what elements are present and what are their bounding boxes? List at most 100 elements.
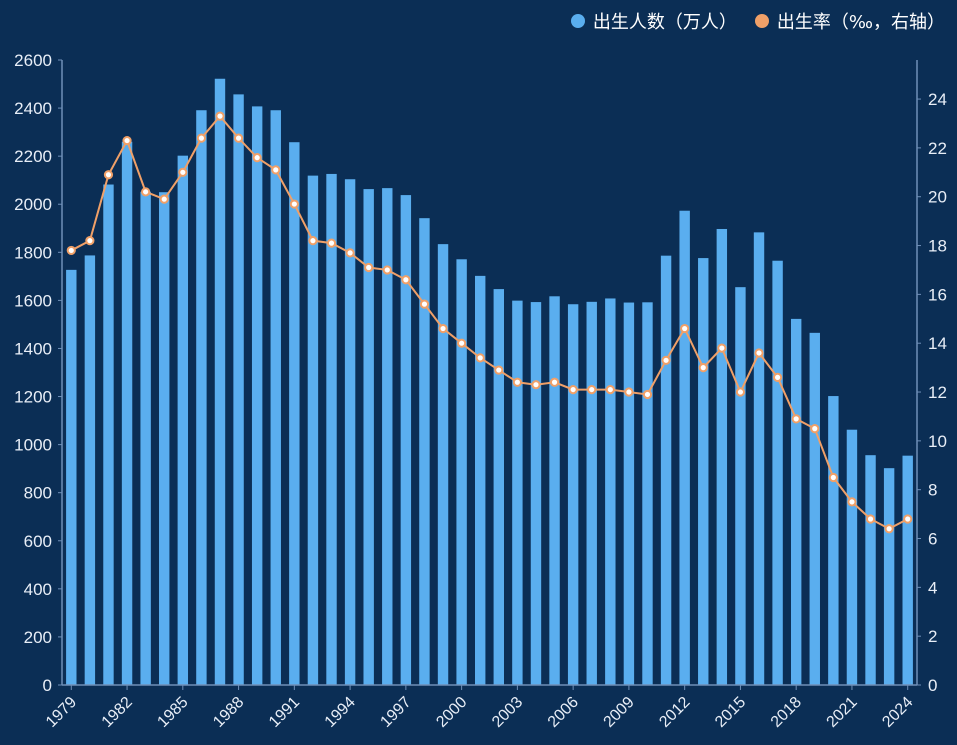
rate-point-2021[interactable]	[847, 497, 857, 507]
rate-point-2002[interactable]	[494, 365, 504, 375]
rate-point-2010[interactable]	[642, 389, 653, 400]
bar-2022[interactable]	[865, 455, 876, 685]
rate-point-2001[interactable]	[475, 353, 485, 363]
rate-point-2008[interactable]	[605, 384, 615, 395]
rate-point-2024[interactable]	[903, 514, 913, 524]
bar-1983[interactable]	[140, 191, 151, 686]
bar-2003[interactable]	[512, 300, 523, 686]
bar-2024[interactable]	[902, 455, 913, 685]
rate-point-2016[interactable]	[754, 348, 764, 358]
rate-point-2014[interactable]	[717, 343, 727, 353]
rate-point-2017[interactable]	[773, 372, 783, 382]
rate-point-2019[interactable]	[810, 424, 820, 434]
left-tick-label: 1600	[14, 291, 52, 310]
rate-point-2000[interactable]	[457, 338, 467, 348]
bar-2005[interactable]	[549, 296, 560, 685]
rate-point-1980[interactable]	[85, 236, 95, 246]
rate-point-2020[interactable]	[828, 472, 838, 483]
rate-point-1986[interactable]	[196, 133, 206, 143]
left-tick-label: 2400	[14, 99, 52, 118]
bar-1999[interactable]	[437, 244, 449, 685]
bar-1986[interactable]	[196, 110, 207, 686]
rate-point-2007[interactable]	[587, 384, 597, 395]
rate-point-1982[interactable]	[122, 135, 132, 146]
bar-2008[interactable]	[605, 298, 616, 685]
bar-2007[interactable]	[586, 301, 597, 685]
bar-1984[interactable]	[159, 192, 170, 685]
bar-1985[interactable]	[177, 155, 189, 686]
rate-point-1991[interactable]	[289, 199, 299, 209]
rate-point-2004[interactable]	[531, 380, 541, 390]
bar-1980[interactable]	[84, 255, 96, 685]
left-tick-label: 1400	[14, 339, 52, 358]
bar-1997[interactable]	[400, 195, 412, 685]
bar-1981[interactable]	[103, 184, 114, 685]
bar-2020[interactable]	[828, 396, 839, 685]
rate-point-1981[interactable]	[103, 170, 114, 180]
rate-point-2023[interactable]	[884, 524, 894, 534]
bar-2019[interactable]	[809, 332, 820, 685]
rate-point-1989[interactable]	[252, 153, 262, 163]
bar-1989[interactable]	[251, 106, 263, 685]
rate-point-2013[interactable]	[698, 363, 708, 373]
bar-1987[interactable]	[214, 78, 226, 685]
rate-point-1997[interactable]	[401, 275, 411, 285]
rate-point-2006[interactable]	[568, 384, 578, 395]
rate-point-2009[interactable]	[624, 387, 634, 397]
bar-2015[interactable]	[735, 287, 746, 685]
bar-1993[interactable]	[326, 173, 337, 685]
bar-1990[interactable]	[270, 110, 281, 686]
bar-2000[interactable]	[456, 259, 467, 685]
bar-2002[interactable]	[493, 289, 504, 685]
bar-2017[interactable]	[772, 260, 783, 685]
rate-point-2005[interactable]	[549, 377, 560, 387]
rate-point-2015[interactable]	[735, 387, 746, 397]
bar-2018[interactable]	[790, 318, 802, 685]
rate-point-1990[interactable]	[271, 165, 281, 175]
bar-2004[interactable]	[530, 302, 542, 685]
birth-rate-line	[70, 114, 909, 530]
bar-1995[interactable]	[363, 189, 374, 685]
rate-point-1979[interactable]	[66, 245, 76, 256]
bar-1992[interactable]	[307, 175, 319, 685]
rate-point-2011[interactable]	[661, 355, 671, 365]
rate-point-1985[interactable]	[178, 167, 188, 177]
bar-1988[interactable]	[233, 94, 244, 686]
rate-point-2018[interactable]	[791, 414, 801, 424]
rate-point-1993[interactable]	[326, 238, 337, 248]
legend-item-birth-rate[interactable]: 出生率（‰，右轴）	[754, 8, 945, 34]
bar-1998[interactable]	[419, 218, 430, 686]
rate-point-1983[interactable]	[141, 187, 151, 197]
bar-2016[interactable]	[753, 232, 765, 686]
bar-1979[interactable]	[66, 269, 77, 685]
bar-2023[interactable]	[883, 468, 895, 685]
rate-point-1999[interactable]	[438, 323, 448, 334]
bar-1994[interactable]	[344, 179, 356, 686]
legend-label-birth-rate: 出生率（‰，右轴）	[776, 12, 945, 33]
bar-1996[interactable]	[382, 188, 393, 686]
rate-point-1996[interactable]	[382, 265, 392, 275]
bar-2021[interactable]	[846, 429, 858, 685]
rate-point-1998[interactable]	[419, 299, 430, 309]
bar-2011[interactable]	[660, 255, 672, 686]
rate-point-2022[interactable]	[865, 514, 876, 524]
rate-point-1994[interactable]	[345, 248, 355, 258]
bar-2006[interactable]	[567, 304, 579, 685]
bar-2014[interactable]	[716, 228, 728, 686]
rate-point-1988[interactable]	[233, 133, 244, 143]
rate-point-2003[interactable]	[512, 377, 522, 387]
rate-point-1987[interactable]	[215, 111, 225, 121]
rate-point-1984[interactable]	[159, 194, 169, 204]
bar-1991[interactable]	[289, 142, 300, 685]
bar-2010[interactable]	[642, 302, 653, 685]
x-tick-label: 1997	[377, 694, 414, 731]
rate-point-1992[interactable]	[308, 236, 318, 246]
bar-1982[interactable]	[121, 141, 133, 686]
legend-item-births[interactable]: 出生人数（万人）	[570, 8, 737, 34]
bar-2009[interactable]	[623, 302, 635, 685]
bar-2001[interactable]	[475, 275, 486, 685]
bar-2012[interactable]	[679, 210, 690, 685]
rate-point-2012[interactable]	[680, 323, 690, 334]
rate-point-1995[interactable]	[364, 262, 374, 273]
bar-2013[interactable]	[698, 258, 709, 685]
